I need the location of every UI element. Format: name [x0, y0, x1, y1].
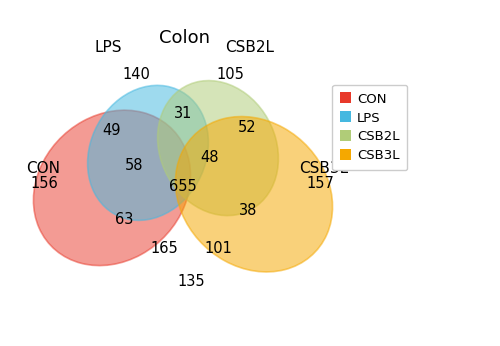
Text: 655: 655	[169, 179, 196, 194]
Text: LPS: LPS	[94, 40, 122, 55]
Text: 48: 48	[201, 150, 219, 165]
Text: 140: 140	[122, 67, 150, 82]
Ellipse shape	[158, 81, 278, 216]
Ellipse shape	[88, 85, 208, 220]
Text: 101: 101	[204, 241, 232, 256]
Text: 52: 52	[238, 120, 257, 135]
Ellipse shape	[176, 117, 332, 272]
Text: CON: CON	[26, 161, 60, 176]
Text: 105: 105	[216, 67, 244, 82]
Text: 63: 63	[115, 212, 133, 227]
Text: 38: 38	[239, 203, 257, 218]
Text: 157: 157	[306, 176, 334, 191]
Text: 135: 135	[177, 274, 204, 289]
Text: 156: 156	[30, 176, 58, 191]
Legend: CON, LPS, CSB2L, CSB3L: CON, LPS, CSB2L, CSB3L	[332, 85, 407, 170]
Text: 58: 58	[125, 158, 144, 173]
Text: 165: 165	[150, 241, 178, 256]
Text: Colon: Colon	[158, 29, 210, 47]
Text: CSB3L: CSB3L	[299, 161, 348, 176]
Text: CSB2L: CSB2L	[226, 40, 274, 55]
Text: 49: 49	[103, 123, 121, 138]
Text: 31: 31	[174, 106, 192, 120]
Ellipse shape	[34, 110, 190, 266]
